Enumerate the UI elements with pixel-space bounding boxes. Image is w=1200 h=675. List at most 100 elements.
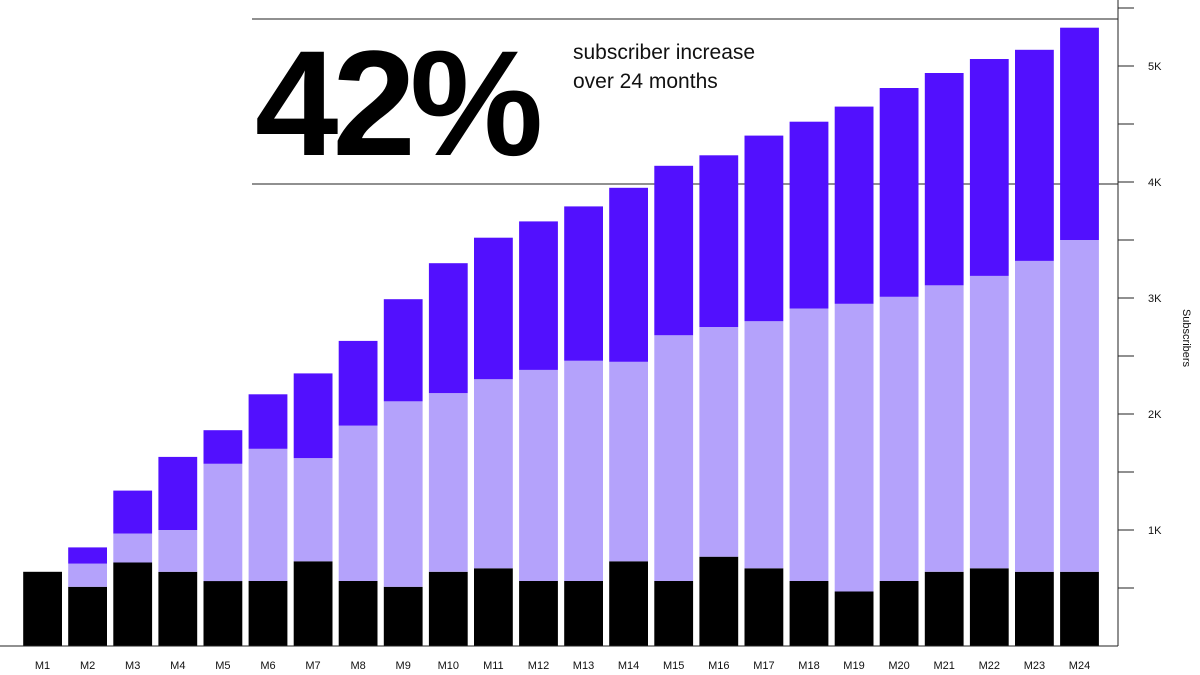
bar-m5-segment-2 <box>203 463 243 582</box>
headline-caption-line2: over 24 months <box>573 70 718 93</box>
bar-m17-segment-1 <box>744 568 784 646</box>
bar-m16-segment-2 <box>699 327 739 557</box>
bar-m14-segment-3 <box>609 187 648 362</box>
bar-m18-segment-1 <box>789 581 829 646</box>
bar-m13-segment-3 <box>564 206 603 361</box>
bar-m4-segment-3 <box>158 456 198 530</box>
x-tick-label-m14: M14 <box>618 660 639 672</box>
y-tick-label-5k: 5K <box>1148 61 1162 73</box>
bar-m4-segment-1 <box>158 571 198 646</box>
x-tick-label-m7: M7 <box>305 660 320 672</box>
x-tick-label-m3: M3 <box>125 660 140 672</box>
bar-m11-segment-3 <box>474 237 513 380</box>
y-tick-label-1k: 1K <box>1148 525 1162 537</box>
bar-m24-segment-3 <box>1060 27 1099 241</box>
bar-m18-segment-3 <box>789 121 829 309</box>
x-tick-label-m12: M12 <box>528 660 549 672</box>
x-tick-label-m23: M23 <box>1024 660 1045 672</box>
bar-m13-segment-1 <box>564 581 603 646</box>
bar-m16-segment-3 <box>699 155 739 327</box>
bar-m10-segment-3 <box>428 263 468 394</box>
x-tick-label-m2: M2 <box>80 660 95 672</box>
bar-m16-segment-1 <box>699 556 739 646</box>
x-tick-label-m5: M5 <box>215 660 230 672</box>
headline-caption-line1: subscriber increase <box>573 41 756 64</box>
bar-m8-segment-1 <box>338 581 378 646</box>
bar-m2-segment-2 <box>68 563 107 587</box>
bar-m24-segment-1 <box>1060 571 1099 646</box>
y-tick-label-2k: 2K <box>1148 409 1162 421</box>
x-tick-label-m15: M15 <box>663 660 684 672</box>
bar-m1-segment-1 <box>23 571 62 646</box>
bar-m3-segment-1 <box>113 562 153 646</box>
bar-m14-segment-1 <box>609 561 648 646</box>
x-tick-label-m22: M22 <box>979 660 1000 672</box>
bar-m19-segment-3 <box>834 106 874 304</box>
bar-m8-segment-3 <box>338 340 378 426</box>
bar-m21-segment-3 <box>924 73 964 286</box>
x-tick-label-m6: M6 <box>260 660 275 672</box>
bar-m3-segment-2 <box>113 533 153 563</box>
bar-m6-segment-3 <box>248 394 288 449</box>
bar-m23-segment-3 <box>1015 49 1054 261</box>
bar-m2-segment-3 <box>68 547 107 564</box>
x-tick-label-m24: M24 <box>1069 660 1090 672</box>
bar-m15-segment-2 <box>654 335 694 581</box>
bar-m23-segment-2 <box>1015 260 1054 572</box>
bar-m10-segment-1 <box>428 571 468 646</box>
y-axis: 1K 2K 3K 4K 5K <box>1117 0 1162 646</box>
bar-m21-segment-2 <box>924 285 964 572</box>
x-tick-label-m19: M19 <box>843 660 864 672</box>
bar-m15-segment-1 <box>654 581 694 646</box>
bar-m24-segment-2 <box>1060 240 1099 572</box>
bar-m12-segment-3 <box>519 221 558 370</box>
bar-m22-segment-2 <box>969 276 1009 569</box>
x-tick-label-m17: M17 <box>753 660 774 672</box>
x-tick-label-m1: M1 <box>35 660 50 672</box>
bar-m8-segment-2 <box>338 425 378 581</box>
bar-m11-segment-1 <box>474 568 513 646</box>
y-tick-label-3k: 3K <box>1148 293 1162 305</box>
x-tick-label-m8: M8 <box>350 660 365 672</box>
bar-m14-segment-2 <box>609 361 648 562</box>
y-axis-title: Subscribers <box>1180 309 1192 368</box>
bar-m20-segment-1 <box>879 581 919 646</box>
x-tick-label-m9: M9 <box>396 660 411 672</box>
x-tick-label-m13: M13 <box>573 660 594 672</box>
bar-m12-segment-2 <box>519 369 558 581</box>
headline-percent: 42% <box>255 19 543 187</box>
bar-m6-segment-2 <box>248 448 288 581</box>
bar-m23-segment-1 <box>1015 571 1054 646</box>
bar-m22-segment-1 <box>969 568 1009 646</box>
bar-m6-segment-1 <box>248 581 288 646</box>
bar-m3-segment-3 <box>113 490 153 534</box>
bar-m21-segment-1 <box>924 571 964 646</box>
bar-m9-segment-3 <box>383 299 423 402</box>
bar-m22-segment-3 <box>969 59 1009 276</box>
bar-m20-segment-3 <box>879 88 919 297</box>
bar-m13-segment-2 <box>564 360 603 581</box>
bar-m20-segment-2 <box>879 296 919 581</box>
bar-m17-segment-3 <box>744 135 784 322</box>
x-tick-label-m20: M20 <box>888 660 909 672</box>
bar-m9-segment-1 <box>383 586 423 646</box>
x-tick-label-m21: M21 <box>933 660 954 672</box>
bar-m10-segment-2 <box>428 393 468 572</box>
x-tick-label-m16: M16 <box>708 660 729 672</box>
bar-m12-segment-1 <box>519 581 558 646</box>
x-tick-label-m11: M11 <box>483 660 504 672</box>
bar-m5-segment-3 <box>203 430 243 464</box>
headline-caption: subscriber increase over 24 months <box>573 38 833 96</box>
x-tick-label-m4: M4 <box>170 660 185 672</box>
bar-m7-segment-1 <box>293 561 333 646</box>
bar-m5-segment-1 <box>203 581 243 646</box>
bar-m4-segment-2 <box>158 530 198 572</box>
bar-m17-segment-2 <box>744 321 784 569</box>
bar-m2-segment-1 <box>68 586 107 646</box>
bar-m11-segment-2 <box>474 379 513 569</box>
bar-m7-segment-3 <box>293 373 333 459</box>
bar-m15-segment-3 <box>654 165 694 336</box>
x-axis-labels: M1 M2 M3 M4 M5 M6 M7 M8 M9 M10 M11 M12 M13 M14 M15 M16 M… <box>35 660 1090 672</box>
bar-m7-segment-2 <box>293 458 333 562</box>
